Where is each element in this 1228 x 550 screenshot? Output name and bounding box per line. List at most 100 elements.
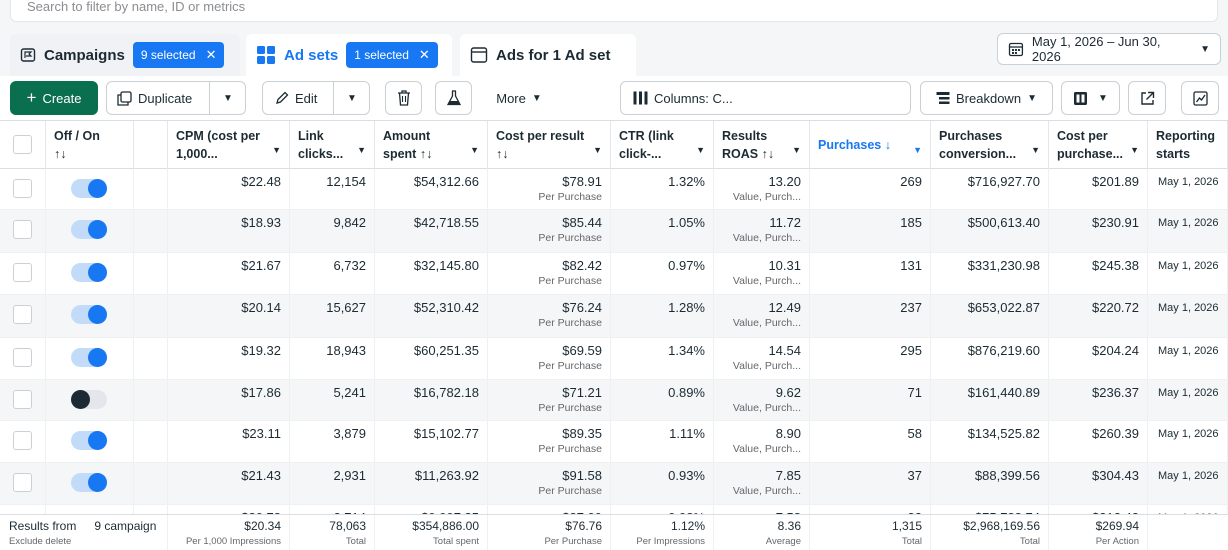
chevron-down-icon[interactable]: ▼ [1130, 145, 1139, 155]
column-header-ctr[interactable]: CTR (link click-... ▼ [611, 121, 714, 169]
campaigns-selected-chip[interactable]: 9 selected ✕ [132, 42, 225, 68]
table-row[interactable]: $18.93 9,842 $42,718.55 $85.44 Per Purchase 1… [0, 210, 1228, 253]
export-button[interactable] [1128, 81, 1166, 115]
checkbox[interactable] [13, 390, 32, 409]
more-button[interactable]: More ▼ [482, 81, 556, 115]
tab-ad-sets[interactable]: Ad sets 1 selected ✕ [246, 34, 452, 76]
table-row[interactable]: $20.14 15,627 $52,310.42 $76.24 Per Purchase… [0, 295, 1228, 338]
on-off-toggle[interactable] [71, 220, 107, 239]
chevron-down-icon[interactable]: ▼ [272, 145, 281, 155]
chevron-down-icon[interactable]: ▼ [913, 145, 922, 155]
column-header-cpp[interactable]: Cost per purchase... ▼ [1049, 121, 1148, 169]
checkbox[interactable] [13, 179, 32, 198]
cell-conv: $161,440.89 [931, 380, 1049, 420]
chevron-down-icon[interactable]: ▼ [347, 92, 357, 104]
cell-value: 1.11% [669, 426, 705, 441]
reports-button[interactable]: ▼ [1061, 81, 1120, 115]
cell-cpm: $18.93 [168, 210, 290, 252]
cell-value: $76.24 [562, 300, 602, 315]
cell-date: May 1, 2026 [1148, 253, 1228, 294]
cell-purchases: 131 [810, 253, 931, 294]
cell-value: $716,927.70 [967, 174, 1040, 189]
table-row[interactable]: $17.86 5,241 $16,782.18 $71.21 Per Purchase 0… [0, 380, 1228, 421]
column-header-cpr[interactable]: Cost per result ↑↓ ▼ [488, 121, 611, 169]
tab-campaigns[interactable]: Campaigns 9 selected ✕ [10, 34, 240, 76]
cell-value: 1.28% [668, 300, 705, 315]
chevron-down-icon[interactable]: ▼ [470, 145, 479, 155]
cell-cpm: $21.43 [168, 463, 290, 504]
column-header-roas[interactable]: Results ROAS ↑↓ ▼ [714, 121, 810, 169]
chevron-down-icon[interactable]: ▼ [696, 145, 705, 155]
checkbox[interactable] [13, 473, 32, 492]
date-range-picker[interactable]: May 1, 2026 – Jun 30, 2026 ▼ [997, 33, 1221, 65]
footer-total-roas: 8.36 Average [714, 515, 810, 550]
chevron-down-icon[interactable]: ▼ [792, 145, 801, 155]
cell-value: $19.32 [241, 343, 281, 358]
column-header-conv[interactable]: Purchases conversion... ▼ [931, 121, 1049, 169]
column-header-label: CPM (cost per 1,000... [176, 129, 261, 161]
column-header-name[interactable] [134, 121, 168, 169]
create-button[interactable]: + Create [10, 81, 98, 115]
checkbox[interactable] [13, 263, 32, 282]
cell-clicks: 6,732 [290, 253, 375, 294]
checkbox[interactable] [13, 135, 32, 154]
column-header-off_on[interactable]: Off / On ↑↓ [46, 121, 134, 169]
cell-conv: $500,613.40 [931, 210, 1049, 252]
cell-conv: $876,219.60 [931, 338, 1049, 379]
cell-value: $20.14 [241, 300, 281, 315]
cell-subtext: Value, Purch... [732, 317, 801, 329]
select-all-checkbox[interactable] [0, 121, 46, 169]
table-row[interactable]: $21.67 6,732 $32,145.80 $82.42 Per Purchase 0… [0, 253, 1228, 295]
footer-total-cpp: $269.94 Per Action [1049, 515, 1148, 550]
sort-icon[interactable]: ↑↓ [54, 147, 67, 161]
chevron-down-icon[interactable]: ▼ [593, 145, 602, 155]
checkbox[interactable] [13, 305, 32, 324]
sort-icon[interactable]: ↑↓ [758, 147, 775, 161]
sort-icon[interactable]: ↑↓ [496, 147, 509, 161]
checkbox[interactable] [13, 431, 32, 450]
table-row[interactable]: $22.48 12,154 $54,312.66 $78.91 Per Purchase… [0, 169, 1228, 210]
column-header-label: Link clicks... [298, 129, 344, 161]
charts-button[interactable] [1181, 81, 1219, 115]
close-icon[interactable]: ✕ [418, 47, 430, 62]
adsets-selected-chip[interactable]: 1 selected ✕ [346, 42, 438, 68]
table-row[interactable]: $19.32 18,943 $60,251.35 $69.59 Per Purchase… [0, 338, 1228, 380]
toggle-cell [46, 210, 134, 252]
cell-value: 3,879 [333, 426, 366, 441]
on-off-toggle[interactable] [71, 179, 107, 198]
checkbox[interactable] [13, 348, 32, 367]
sort-icon[interactable]: ↑↓ [416, 147, 433, 161]
search-bar[interactable] [10, 0, 1218, 22]
table-row[interactable]: $23.11 3,879 $15,102.77 $89.35 Per Purchase 1… [0, 421, 1228, 463]
tab-ads[interactable]: Ads for 1 Ad set [460, 34, 636, 76]
close-icon[interactable]: ✕ [205, 47, 217, 62]
duplicate-button[interactable]: Duplicate ▼ [106, 81, 246, 115]
on-off-toggle[interactable] [71, 263, 107, 282]
name-cell [134, 380, 168, 420]
chevron-down-icon[interactable]: ▼ [223, 92, 233, 104]
column-header-cpm[interactable]: CPM (cost per 1,000... ▼ [168, 121, 290, 169]
cell-conv: $88,399.56 [931, 463, 1049, 504]
chevron-down-icon[interactable]: ▼ [1031, 145, 1040, 155]
column-header-purchases[interactable]: Purchases ↓ ▼ [810, 121, 931, 169]
on-off-toggle[interactable] [71, 305, 107, 324]
delete-button[interactable] [385, 81, 422, 115]
total-value: $269.94 [1095, 519, 1139, 533]
search-input[interactable] [11, 0, 1217, 21]
column-header-spent[interactable]: Amount spent ↑↓ ▼ [375, 121, 488, 169]
test-button[interactable] [435, 81, 472, 115]
on-off-toggle[interactable] [71, 390, 107, 409]
on-off-toggle[interactable] [71, 473, 107, 492]
cell-value: 9,842 [333, 215, 366, 230]
chevron-down-icon[interactable]: ▼ [357, 145, 366, 155]
table-row[interactable]: $21.43 2,931 $11,263.92 $91.58 Per Purchase 0… [0, 463, 1228, 505]
on-off-toggle[interactable] [71, 348, 107, 367]
column-header-clicks[interactable]: Link clicks... ▼ [290, 121, 375, 169]
edit-button[interactable]: Edit ▼ [262, 81, 370, 115]
breakdown-button[interactable]: Breakdown ▼ [920, 81, 1053, 115]
column-header-date[interactable]: Reporting starts [1148, 121, 1228, 169]
checkbox[interactable] [13, 220, 32, 239]
on-off-toggle[interactable] [71, 431, 107, 450]
pencil-icon [276, 91, 289, 104]
columns-button[interactable]: Columns: C... [620, 81, 911, 115]
